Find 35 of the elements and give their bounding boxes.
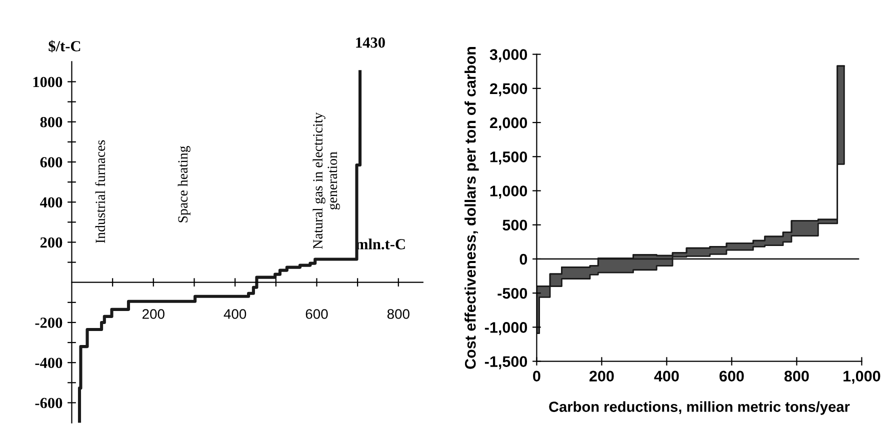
y-tick-label: 1,000 (490, 186, 528, 199)
x-tick-label: 800 (784, 370, 809, 382)
x-tick-label: 200 (142, 309, 164, 319)
y-axis-title: $/t-C (48, 40, 80, 52)
y-tick-label: 2,500 (490, 83, 528, 96)
y-tick-label: 800 (40, 116, 62, 128)
y-tick-label: -200 (35, 318, 62, 328)
x-tick-label: 1,000 (844, 370, 880, 384)
x-tick-label: 200 (589, 370, 614, 382)
x-tick-label: 400 (654, 370, 679, 382)
y-tick-label: 1000 (33, 76, 62, 88)
x-tick-label: 400 (224, 309, 246, 319)
annotation: Natural gas in electricity generation (312, 112, 340, 249)
x-tick-label: 800 (387, 309, 410, 319)
x-tick-label: 600 (720, 370, 744, 382)
y-tick-label: 400 (40, 197, 62, 208)
y-tick-label: -500 (498, 288, 528, 299)
y-tick-label: 1,500 (490, 152, 528, 165)
y-tick-label: 200 (40, 237, 62, 248)
y-tick-label: 3,000 (490, 49, 528, 62)
y-axis-title: Cost effectiveness, dollars per ton of carbon (464, 47, 479, 369)
y-tick-label: 0 (520, 254, 528, 265)
y-tick-label: -600 (35, 398, 62, 408)
annotation: Industrial furnaces (95, 140, 106, 244)
x-axis-title: Carbon reductions, million metric tons/year (549, 401, 850, 415)
annotation: Space heating (178, 146, 190, 222)
y-tick-label: -400 (35, 358, 62, 368)
x-tick-label: 600 (306, 309, 328, 319)
y-tick-label: -1,500 (484, 356, 528, 370)
y-tick-label: 600 (40, 157, 62, 168)
text: 1430 (356, 37, 385, 48)
y-tick-label: 500 (502, 220, 528, 231)
y-tick-label: 2,000 (490, 117, 528, 130)
y-tick-label: -1,000 (484, 322, 528, 336)
x-tick-label: 0 (533, 370, 540, 382)
